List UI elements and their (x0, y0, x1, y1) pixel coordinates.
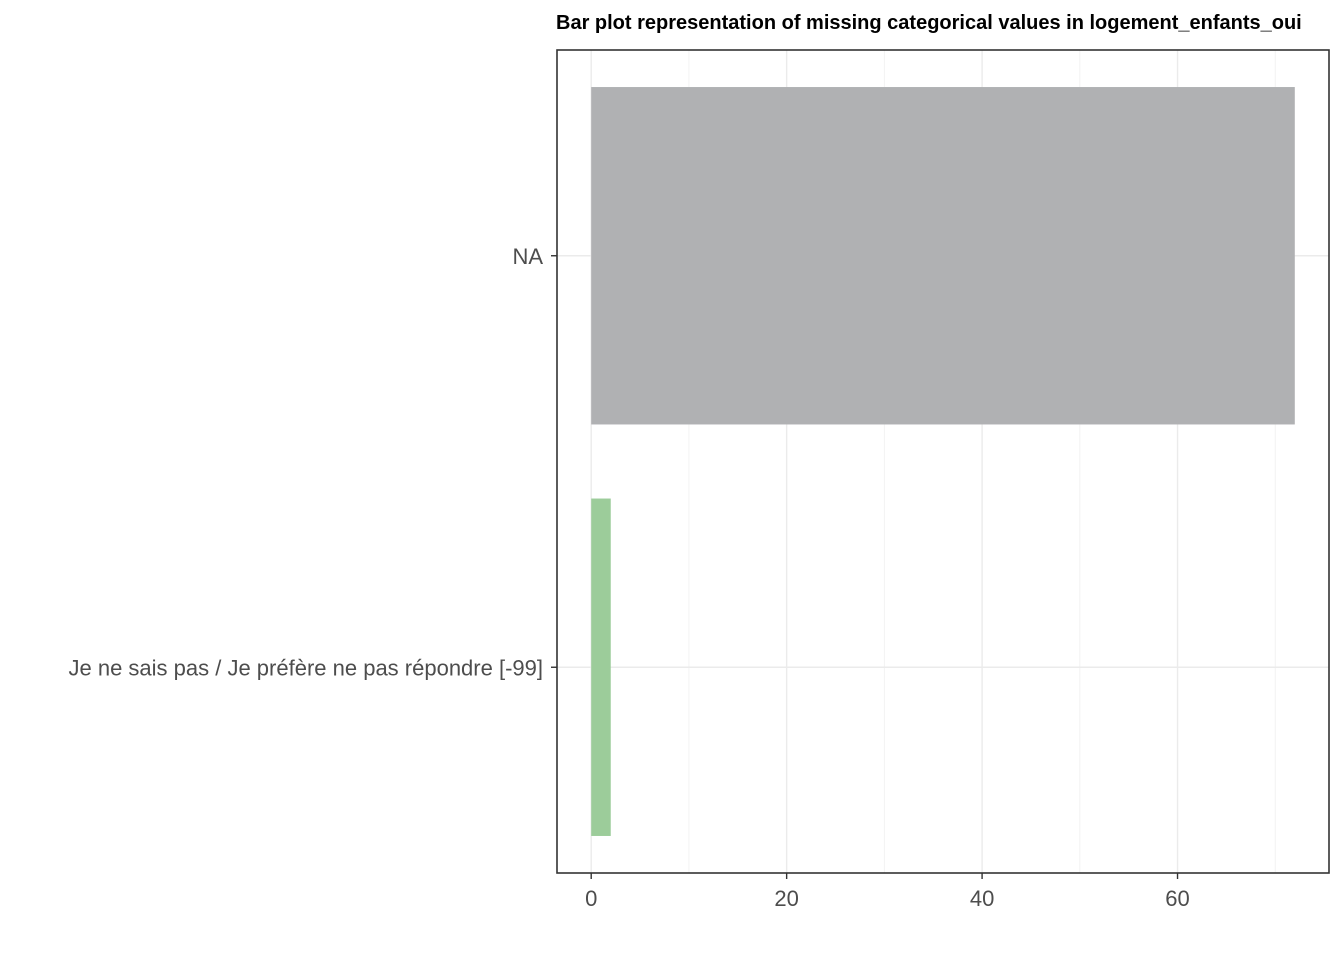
chart-title: Bar plot representation of missing categ… (556, 12, 1302, 34)
x-tick-label: 0 (585, 886, 597, 911)
bar-1 (591, 498, 611, 836)
panel-border (556, 49, 1330, 874)
x-tick-label: 20 (774, 886, 798, 911)
x-tick-label: 40 (970, 886, 994, 911)
y-tick-label: NA (512, 244, 543, 269)
bar-0 (591, 87, 1295, 425)
x-tick-label: 60 (1165, 886, 1189, 911)
y-tick-label: Je ne sais pas / Je préfère ne pas répon… (68, 655, 543, 680)
